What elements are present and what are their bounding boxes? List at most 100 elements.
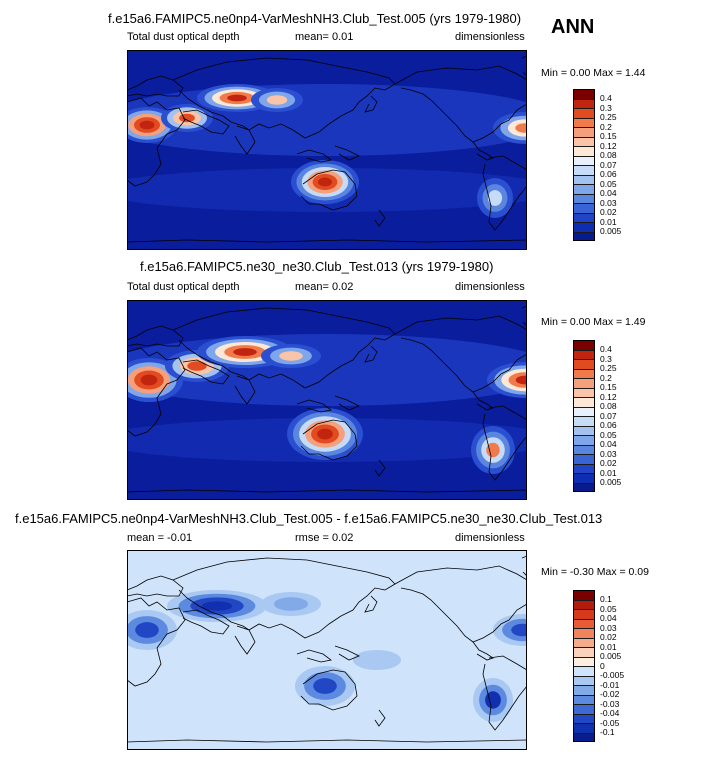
panel-3-minmax: Min = -0.30 Max = 0.09 xyxy=(541,566,649,578)
colorbar-swatch xyxy=(573,359,595,369)
colorbar-swatch xyxy=(573,732,595,742)
coastline xyxy=(234,125,256,155)
map-frame xyxy=(127,550,527,750)
coastline xyxy=(300,169,358,211)
season-label: ANN xyxy=(551,16,595,38)
coastline xyxy=(482,655,527,731)
colorbar-tick-label: 0.005 xyxy=(600,477,622,487)
colorbar-swatch xyxy=(573,435,595,445)
colorbar-tick-label: 0.005 xyxy=(600,226,622,236)
colorbar-swatch xyxy=(573,193,595,203)
colorbar-swatch xyxy=(573,473,595,483)
field-contour xyxy=(511,623,527,637)
panel-2-title: f.e15a6.FAMIPC5.ne30_ne30.Club_Test.013 … xyxy=(140,259,494,274)
colorbar-swatch xyxy=(573,685,595,695)
coastline xyxy=(182,109,230,135)
panel-1-mean: mean= 0.01 xyxy=(295,31,354,43)
field-contour xyxy=(233,348,257,356)
coastline xyxy=(172,557,396,639)
coastline xyxy=(482,155,527,231)
coastline xyxy=(364,95,378,113)
colorbar-tick-label: 0.2 xyxy=(600,372,612,383)
field-contour xyxy=(515,375,527,385)
panel-2-minmax: Min = 0.00 Max = 1.49 xyxy=(541,316,646,328)
colorbar-tick-label: 0.25 xyxy=(600,363,617,373)
panel-2-map xyxy=(127,300,527,500)
coastline xyxy=(296,649,332,663)
colorbar-tick-label: 0.03 xyxy=(600,197,617,208)
colorbar-swatch xyxy=(573,98,595,108)
panel-1-units: dimensionless xyxy=(455,31,525,43)
coastline xyxy=(374,459,386,477)
coastline xyxy=(334,145,360,161)
colorbar-tick-label: 0.07 xyxy=(600,159,617,170)
field-contour xyxy=(279,351,303,361)
colorbar-tick-label: 0.04 xyxy=(600,613,617,623)
field-contour xyxy=(135,622,159,638)
field-contour xyxy=(187,361,207,371)
colorbar-tick-label: 0.05 xyxy=(600,603,617,614)
coastline xyxy=(296,399,332,413)
coastline xyxy=(296,149,332,163)
panel-3-mean: mean = -0.01 xyxy=(127,532,193,544)
colorbar-tick-label: 0.06 xyxy=(600,420,617,430)
coastline xyxy=(127,739,527,743)
field-contour xyxy=(353,650,401,670)
colorbar-tick-label: 0.04 xyxy=(600,439,617,449)
colorbar-swatch xyxy=(573,647,595,657)
colorbar-tick-label: -0.03 xyxy=(600,698,620,709)
colorbar-tick-label: 0.4 xyxy=(600,93,612,103)
colorbar-swatch xyxy=(573,368,595,378)
colorbar-swatch xyxy=(573,117,595,127)
colorbar-tick-label: -0.04 xyxy=(600,708,620,718)
panel-3-rmse: rmse = 0.02 xyxy=(295,532,354,544)
colorbar-tick-label: 0.03 xyxy=(600,448,617,459)
colorbar-swatch xyxy=(573,203,595,213)
coastline xyxy=(234,375,256,405)
colorbar-tick-label: 0.15 xyxy=(600,131,617,141)
field-contour xyxy=(227,94,247,102)
colorbar-tick-label: 0.07 xyxy=(600,410,617,421)
coastline xyxy=(482,405,527,481)
coastline xyxy=(127,347,186,437)
coastline xyxy=(300,419,358,461)
panel-2-units: dimensionless xyxy=(455,281,525,293)
colorbar-swatch xyxy=(573,694,595,704)
colorbar-swatch xyxy=(573,349,595,359)
coastline xyxy=(127,97,186,187)
colorbar-tick-label: 0.25 xyxy=(600,112,617,122)
colorbar-swatch xyxy=(573,340,595,350)
colorbar-tick-label: 0.01 xyxy=(600,641,617,652)
colorbar-tick-label: 0.04 xyxy=(600,188,617,198)
colorbar-swatch xyxy=(573,656,595,666)
field-contour xyxy=(201,601,233,611)
colorbar-swatch xyxy=(573,637,595,647)
field-contour xyxy=(266,95,288,105)
colorbar-tick-label: 0.005 xyxy=(600,651,622,661)
colorbar-swatch xyxy=(573,713,595,723)
colorbar-swatch xyxy=(573,387,595,397)
colorbar-tick-label: -0.05 xyxy=(600,717,620,728)
colorbar-swatch xyxy=(573,127,595,137)
colorbar-swatch xyxy=(573,174,595,184)
colorbar-swatch xyxy=(573,222,595,232)
field-contour xyxy=(140,374,158,386)
colorbar-swatch xyxy=(573,454,595,464)
colorbar-swatch xyxy=(573,165,595,175)
colorbar-frame xyxy=(573,89,595,241)
colorbar-swatch xyxy=(573,482,595,492)
field-contour xyxy=(515,123,527,133)
field-contour xyxy=(274,597,308,611)
colorbar-swatch xyxy=(573,425,595,435)
coastline xyxy=(374,209,386,227)
coastline xyxy=(521,55,527,77)
coastline xyxy=(394,65,527,143)
panel-1-map xyxy=(127,50,527,250)
colorbar-swatch xyxy=(573,618,595,628)
panel-3-map xyxy=(127,550,527,750)
panel-1-title: f.e15a6.FAMIPC5.ne0np4-VarMeshNH3.Club_T… xyxy=(108,11,522,26)
colorbar-tick-label: -0.01 xyxy=(600,679,620,690)
coastline xyxy=(234,625,256,655)
colorbar-swatch xyxy=(573,406,595,416)
colorbar-swatch xyxy=(573,146,595,156)
